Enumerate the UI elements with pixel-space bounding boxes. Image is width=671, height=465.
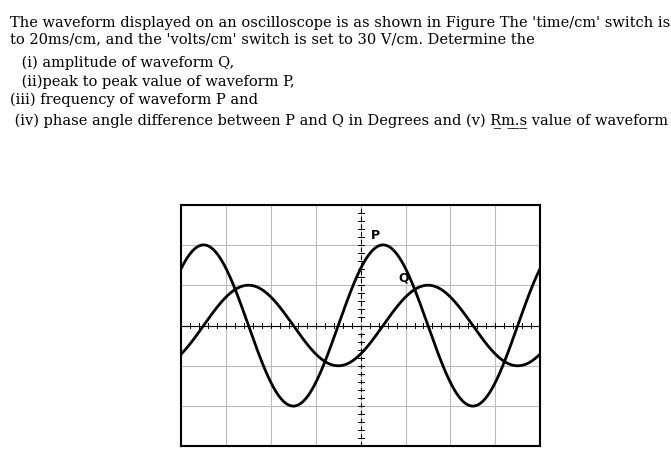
Text: The waveform displayed on an oscilloscope is as shown in Figure The 'time/cm' sw: The waveform displayed on an oscilloscop… — [10, 16, 671, 30]
Text: to 20ms/cm, and the 'volts/cm' switch is set to 30 V/cm. Determine the: to 20ms/cm, and the 'volts/cm' switch is… — [10, 33, 535, 46]
Text: (iv) phase angle difference between P and Q in Degrees and (v) R̲m̲.̲s̲ value of: (iv) phase angle difference between P an… — [10, 114, 671, 129]
Text: (i) amplitude of waveform Q,: (i) amplitude of waveform Q, — [17, 56, 234, 70]
Text: P: P — [370, 229, 380, 242]
Text: (iii) frequency of waveform P and: (iii) frequency of waveform P and — [10, 93, 258, 107]
Text: (ii)peak to peak value of waveform P,: (ii)peak to peak value of waveform P, — [17, 74, 295, 89]
Text: Q: Q — [399, 271, 409, 284]
